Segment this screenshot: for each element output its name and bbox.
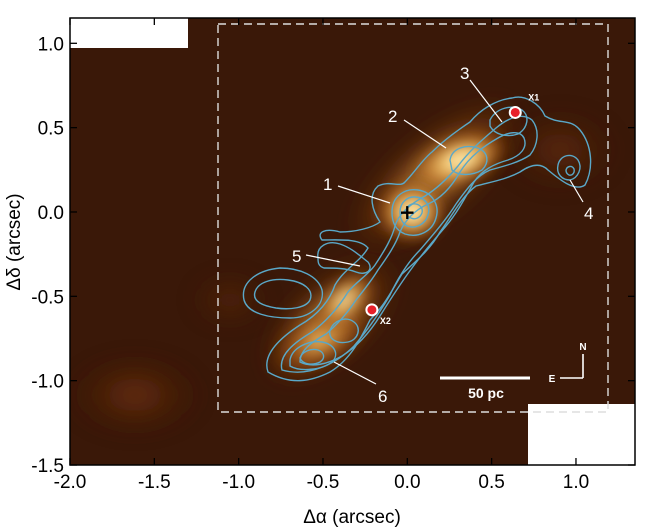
- feature-label-2: 2: [388, 107, 397, 126]
- markers: X1 X2: [365, 92, 539, 326]
- marker-x2: [365, 303, 379, 317]
- feature-label-5: 5: [292, 247, 301, 266]
- emission-image: [70, 97, 620, 435]
- leader-4: [569, 179, 584, 203]
- compass: N E: [549, 342, 587, 385]
- y-axis-ticks: 1.0 0.5 0.0 -0.5 -1.0 -1.5: [31, 34, 635, 477]
- y-tick-label: 0.5: [38, 119, 64, 140]
- feature-leader-lines: [305, 79, 584, 385]
- x-tick-label: -0.5: [307, 472, 340, 493]
- x-axis-label: Δα (arcsec): [303, 507, 401, 528]
- nucleus-plus-marker: +: [399, 200, 416, 224]
- zoom-region-box: [217, 23, 609, 413]
- plot-frame: [69, 17, 636, 466]
- feature-labels: 1 2 3 4 5 6: [292, 64, 593, 406]
- leader-1: [337, 185, 391, 204]
- x-tick-label: 0.5: [478, 472, 504, 493]
- marker-x2-label: X2: [380, 316, 391, 326]
- contour-knot-6-inner: [299, 348, 325, 365]
- feature-label-6: 6: [378, 387, 387, 406]
- feature-label-1: 1: [323, 175, 332, 194]
- x-tick-label: -2.0: [54, 472, 87, 493]
- feature-label-3: 3: [460, 64, 469, 83]
- marker-x1-label: X1: [528, 92, 539, 102]
- x-tick-label: 0.0: [394, 472, 420, 493]
- contour-knot-3: [489, 106, 528, 137]
- leader-3: [469, 79, 503, 123]
- marker-x1: [508, 105, 522, 119]
- y-axis-label: Δδ (arcsec): [4, 193, 25, 290]
- leader-6: [333, 361, 377, 385]
- y-tick-label: -1.0: [31, 372, 64, 393]
- x-tick-label: -1.5: [138, 472, 171, 493]
- contour-knot-4: [556, 154, 581, 181]
- contour-blob-left: [253, 278, 312, 310]
- contour-nucleus-2: [399, 196, 430, 228]
- contour-nucleus-3: [405, 203, 423, 220]
- leader-5: [305, 254, 361, 267]
- compass-north-label: N: [579, 342, 586, 353]
- mask-box-top-left: [70, 18, 188, 48]
- contour-knot-5: [317, 242, 371, 274]
- scale-bar-label: 50 pc: [468, 385, 504, 401]
- x-axis-ticks: -2.0 -1.5 -1.0 -0.5 0.0 0.5 1.0: [54, 18, 589, 493]
- y-tick-label: 1.0: [38, 34, 64, 55]
- leader-2: [403, 119, 447, 149]
- scale-bar: 50 pc: [440, 376, 530, 401]
- contour-blob-left-outer: [242, 267, 324, 319]
- feature-label-4: 4: [584, 204, 593, 223]
- x-tick-label: 1.0: [563, 472, 589, 493]
- contour-knot-6: [289, 341, 337, 371]
- contour-knot-mid: [329, 318, 359, 344]
- mask-box-bottom-right: [528, 404, 635, 465]
- y-tick-label: -1.5: [31, 456, 64, 477]
- contour-knot-2: [449, 145, 488, 176]
- contour-nucleus-1: [391, 189, 438, 236]
- plot-area: [70, 18, 635, 465]
- y-tick-label: 0.0: [38, 203, 64, 224]
- compass-east-label: E: [549, 374, 556, 385]
- y-tick-label: -0.5: [31, 287, 64, 308]
- contour-level-3: [299, 132, 526, 366]
- contour-knot-4-inner: [565, 165, 575, 176]
- x-tick-label: -1.0: [222, 472, 255, 493]
